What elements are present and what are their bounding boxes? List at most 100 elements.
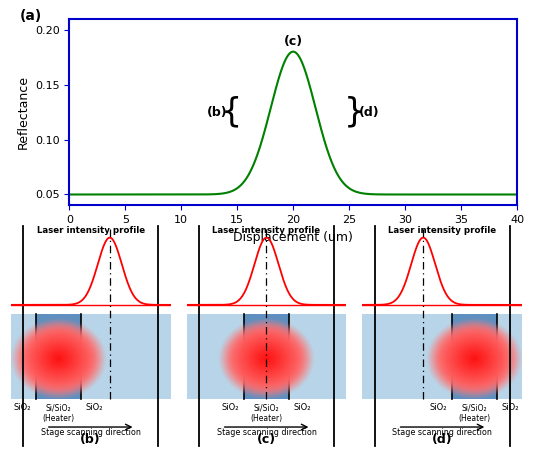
Ellipse shape (12, 319, 106, 398)
Ellipse shape (247, 342, 286, 375)
Text: Laser intensity profile: Laser intensity profile (389, 226, 496, 235)
Ellipse shape (438, 328, 511, 389)
Ellipse shape (455, 342, 494, 375)
Text: (d): (d) (432, 433, 453, 446)
Ellipse shape (243, 339, 290, 379)
Ellipse shape (262, 354, 271, 363)
Text: Si/SiO₂
(Heater): Si/SiO₂ (Heater) (251, 403, 282, 423)
Bar (36, 314, 81, 399)
Ellipse shape (469, 354, 480, 364)
Text: Si/SiO₂
(Heater): Si/SiO₂ (Heater) (458, 403, 490, 423)
Ellipse shape (229, 327, 304, 390)
Ellipse shape (238, 334, 295, 383)
Ellipse shape (15, 322, 102, 395)
Text: (b): (b) (207, 106, 228, 119)
Ellipse shape (258, 352, 275, 366)
Ellipse shape (436, 326, 513, 391)
Ellipse shape (446, 334, 503, 383)
Ellipse shape (265, 358, 268, 360)
Ellipse shape (473, 358, 475, 360)
Ellipse shape (426, 318, 522, 399)
Ellipse shape (31, 335, 86, 382)
Ellipse shape (48, 350, 69, 368)
Ellipse shape (259, 353, 273, 365)
Bar (362, 314, 522, 399)
Text: Stage scanning direction: Stage scanning direction (392, 428, 492, 437)
Ellipse shape (223, 322, 310, 395)
Ellipse shape (454, 341, 495, 376)
Ellipse shape (50, 352, 67, 366)
Ellipse shape (234, 332, 299, 386)
Ellipse shape (264, 357, 269, 361)
Ellipse shape (18, 325, 99, 393)
Ellipse shape (21, 327, 96, 390)
Ellipse shape (26, 332, 91, 386)
Ellipse shape (448, 336, 501, 381)
Ellipse shape (41, 344, 77, 374)
Ellipse shape (13, 320, 104, 397)
Ellipse shape (261, 354, 272, 364)
Ellipse shape (457, 345, 491, 373)
Ellipse shape (433, 325, 515, 393)
Ellipse shape (219, 318, 314, 399)
Ellipse shape (440, 329, 509, 388)
Text: }: } (344, 96, 365, 128)
Ellipse shape (239, 335, 294, 382)
Ellipse shape (24, 329, 93, 388)
Ellipse shape (22, 328, 94, 389)
Ellipse shape (55, 356, 62, 361)
Bar (244, 314, 289, 399)
Ellipse shape (240, 336, 293, 381)
Ellipse shape (459, 346, 490, 372)
Ellipse shape (227, 325, 306, 392)
Ellipse shape (463, 348, 486, 369)
Ellipse shape (39, 342, 78, 375)
Ellipse shape (11, 318, 107, 399)
Ellipse shape (237, 333, 296, 384)
Text: Stage scanning direction: Stage scanning direction (41, 428, 141, 437)
Ellipse shape (49, 351, 68, 367)
Ellipse shape (437, 327, 512, 390)
Ellipse shape (252, 347, 281, 371)
Ellipse shape (443, 333, 505, 385)
Y-axis label: Reflectance: Reflectance (17, 75, 29, 149)
Text: (b): (b) (80, 433, 101, 446)
Ellipse shape (441, 331, 508, 387)
Text: Laser intensity profile: Laser intensity profile (213, 226, 320, 235)
Text: SiO₂: SiO₂ (430, 403, 447, 412)
Ellipse shape (54, 354, 63, 363)
Ellipse shape (467, 353, 482, 365)
Ellipse shape (257, 351, 276, 367)
Text: SiO₂: SiO₂ (14, 403, 31, 412)
Ellipse shape (19, 325, 98, 392)
Ellipse shape (228, 326, 305, 391)
Ellipse shape (220, 319, 313, 398)
Text: (d): (d) (359, 106, 379, 119)
Ellipse shape (253, 347, 280, 370)
Ellipse shape (435, 325, 514, 392)
Ellipse shape (461, 347, 488, 370)
Ellipse shape (25, 331, 92, 387)
Ellipse shape (32, 336, 85, 381)
Ellipse shape (230, 328, 302, 389)
Ellipse shape (58, 358, 60, 360)
Ellipse shape (34, 338, 84, 380)
Ellipse shape (442, 332, 507, 386)
Ellipse shape (14, 321, 103, 396)
Bar (187, 314, 346, 399)
Ellipse shape (37, 340, 80, 377)
Ellipse shape (45, 347, 72, 370)
Ellipse shape (450, 339, 498, 379)
Ellipse shape (56, 357, 61, 361)
Ellipse shape (471, 356, 478, 361)
Ellipse shape (27, 333, 90, 385)
Ellipse shape (464, 350, 485, 368)
Bar (452, 314, 497, 399)
Ellipse shape (17, 323, 101, 394)
Ellipse shape (241, 338, 292, 380)
Ellipse shape (53, 354, 64, 364)
Ellipse shape (445, 333, 504, 384)
Text: SiO₂: SiO₂ (222, 403, 239, 412)
Ellipse shape (429, 320, 520, 397)
Ellipse shape (47, 348, 70, 369)
